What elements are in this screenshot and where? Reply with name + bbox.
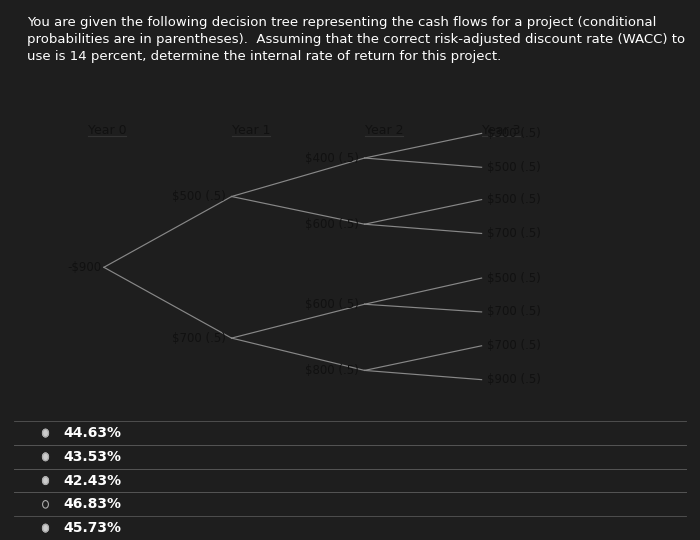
- Text: -$900: -$900: [67, 261, 102, 274]
- Text: $300 (.5): $300 (.5): [487, 127, 540, 140]
- Text: $500 (.5): $500 (.5): [487, 193, 540, 206]
- Text: $700 (.5): $700 (.5): [487, 306, 541, 319]
- Text: Year 3: Year 3: [482, 124, 520, 137]
- Text: $700 (.5): $700 (.5): [487, 227, 541, 240]
- Text: $700 (.5): $700 (.5): [172, 332, 226, 345]
- Text: $500 (.5): $500 (.5): [172, 190, 226, 203]
- Text: Year 1: Year 1: [232, 124, 270, 137]
- Text: $500 (.5): $500 (.5): [487, 272, 540, 285]
- Text: You are given the following decision tree representing the cash flows for a proj: You are given the following decision tre…: [27, 16, 685, 63]
- Text: Year 0: Year 0: [88, 124, 127, 137]
- Text: $400 (.5): $400 (.5): [305, 152, 359, 165]
- Text: $900 (.5): $900 (.5): [487, 373, 541, 386]
- Text: 46.83%: 46.83%: [63, 497, 121, 511]
- Text: $700 (.5): $700 (.5): [487, 339, 541, 352]
- Text: 44.63%: 44.63%: [63, 426, 121, 440]
- Text: 43.53%: 43.53%: [63, 450, 121, 464]
- Text: 45.73%: 45.73%: [63, 521, 121, 535]
- Text: $600 (.5): $600 (.5): [305, 218, 359, 231]
- Text: $800 (.5): $800 (.5): [305, 364, 359, 377]
- Text: Year 2: Year 2: [365, 124, 403, 137]
- Text: $500 (.5): $500 (.5): [487, 161, 540, 174]
- Text: $600 (.5): $600 (.5): [305, 298, 359, 310]
- Text: 42.43%: 42.43%: [63, 474, 121, 488]
